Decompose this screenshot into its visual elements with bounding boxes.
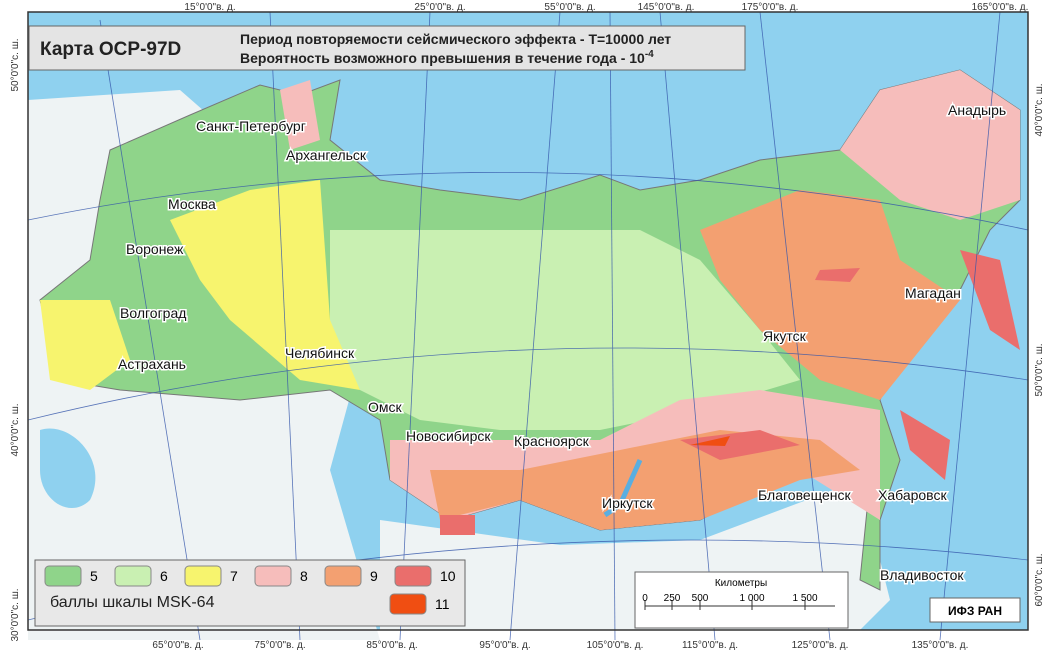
legend-swatch: [114, 565, 152, 587]
city-label: Астрахань: [118, 356, 186, 372]
baikal: [603, 458, 643, 518]
zone-10: [680, 430, 800, 460]
graticule-label: 50°0'0"с. ш.: [10, 38, 21, 91]
scale-box: [634, 571, 849, 629]
graticule-label: 65°0'0"в. д.: [152, 640, 203, 651]
city-label: Челябинск: [285, 345, 355, 361]
city-label: Владивосток: [880, 567, 964, 583]
zone-6: [330, 230, 800, 430]
graticule-label: 55°0'0"в. д.: [544, 2, 595, 13]
legend-swatch: [44, 565, 82, 587]
graticule-label: 95°0'0"в. д.: [479, 640, 530, 651]
cities: Санкт-Петербург Архангельск Москва Ворон…: [117, 101, 1008, 585]
graticule-label: 145°0'0"в. д.: [638, 2, 695, 13]
legend-swatch: [324, 565, 362, 587]
city-label: Красноярск: [514, 433, 590, 449]
zone-10: [900, 410, 950, 480]
zone-10: [440, 515, 475, 535]
legend-label: 5: [90, 568, 98, 584]
scale-title: Километры: [715, 578, 767, 589]
graticule-label: 25°0'0"в. д.: [414, 2, 465, 13]
graticule-label: 15°0'0"в. д.: [184, 2, 235, 13]
city-label: Воронеж: [126, 241, 184, 257]
zone-8: [840, 70, 1020, 220]
city-label: Иркутск: [602, 495, 653, 511]
city-label: Хабаровск: [878, 487, 947, 503]
scale-label: 0: [642, 593, 648, 604]
city-label: Архангельск: [286, 147, 367, 163]
header-exponent: -4: [645, 49, 654, 60]
zone-9: [700, 190, 960, 400]
legend-caption: баллы шкалы MSK-64: [50, 594, 215, 611]
zone-10: [815, 268, 860, 282]
city-label: Волгоград: [120, 305, 186, 321]
scale-label: 250: [664, 593, 681, 604]
city-label: Омск: [368, 399, 403, 415]
header-box: [28, 25, 746, 71]
legend: 5 6 7 8 9 10 11: [44, 565, 456, 615]
graticule-label: 105°0'0"в. д.: [587, 640, 644, 651]
graticule-label: 125°0'0"в. д.: [792, 640, 849, 651]
zone-7: [40, 300, 130, 390]
legend-label: 6: [160, 568, 168, 584]
legend-label: 11: [435, 596, 450, 612]
legend-label: 7: [230, 568, 238, 584]
header-line-text: Вероятность возможного превышения в тече…: [240, 50, 645, 66]
graticule-label: 60°0'0"с. ш.: [1034, 553, 1045, 606]
graticule-labels: 15°0'0"в. д. 25°0'0"в. д. 55°0'0"в. д. 145°…: [10, 2, 1045, 651]
zone-7: [170, 180, 360, 390]
graticule: [27, 11, 1029, 641]
credit-box: [929, 597, 1021, 623]
frame: [27, 11, 1029, 631]
legend-swatch: [389, 593, 427, 615]
graticule-label: 75°0'0"в. д.: [254, 640, 305, 651]
city-label: Новосибирск: [406, 428, 491, 444]
credit: ИФЗ РАН: [948, 604, 1002, 618]
caspian: [40, 428, 96, 509]
legend-label: 10: [440, 568, 456, 584]
city-label: Благовещенск: [758, 487, 852, 503]
header-line: Вероятность возможного превышения в тече…: [240, 49, 654, 66]
graticule-label: 135°0'0"в. д.: [912, 640, 969, 651]
legend-swatch: [394, 565, 432, 587]
legend-label: 9: [370, 568, 378, 584]
city-label: Магадан: [905, 285, 961, 301]
city-label: Якутск: [763, 328, 807, 344]
graticule-label: 40°0'0"с. ш.: [1034, 83, 1045, 136]
graticule-label: 85°0'0"в. д.: [366, 640, 417, 651]
zone-11: [690, 436, 730, 446]
city-label: Анадырь: [948, 102, 1006, 118]
legend-swatch: [254, 565, 292, 587]
legend-swatch: [184, 565, 222, 587]
graticule-label: 115°0'0"в. д.: [682, 640, 738, 651]
graticule-label: 40°0'0"с. ш.: [10, 403, 21, 456]
scale-label: 500: [692, 593, 709, 604]
scale-label: 1 000: [739, 593, 764, 604]
graticule-label: 175°0'0"в. д.: [742, 2, 799, 13]
graticule-label: 30°0'0"с. ш.: [10, 588, 21, 641]
legend-label: 8: [300, 568, 308, 584]
zone-9: [430, 430, 860, 530]
map-title: Карта ОСР-97D: [40, 39, 181, 60]
city-label: Москва: [168, 196, 216, 212]
header-line: Период повторяемости сейсмического эффек…: [240, 31, 671, 47]
scale-label: 1 500: [792, 593, 817, 604]
zone-8: [280, 80, 320, 150]
graticule-label: 50°0'0"с. ш.: [1034, 343, 1045, 396]
city-label: Санкт-Петербург: [196, 118, 306, 134]
legend-box: [34, 559, 466, 627]
scale: 0 250 500 1 000 1 500: [642, 593, 835, 610]
graticule-label: 165°0'0"в. д.: [972, 2, 1029, 13]
